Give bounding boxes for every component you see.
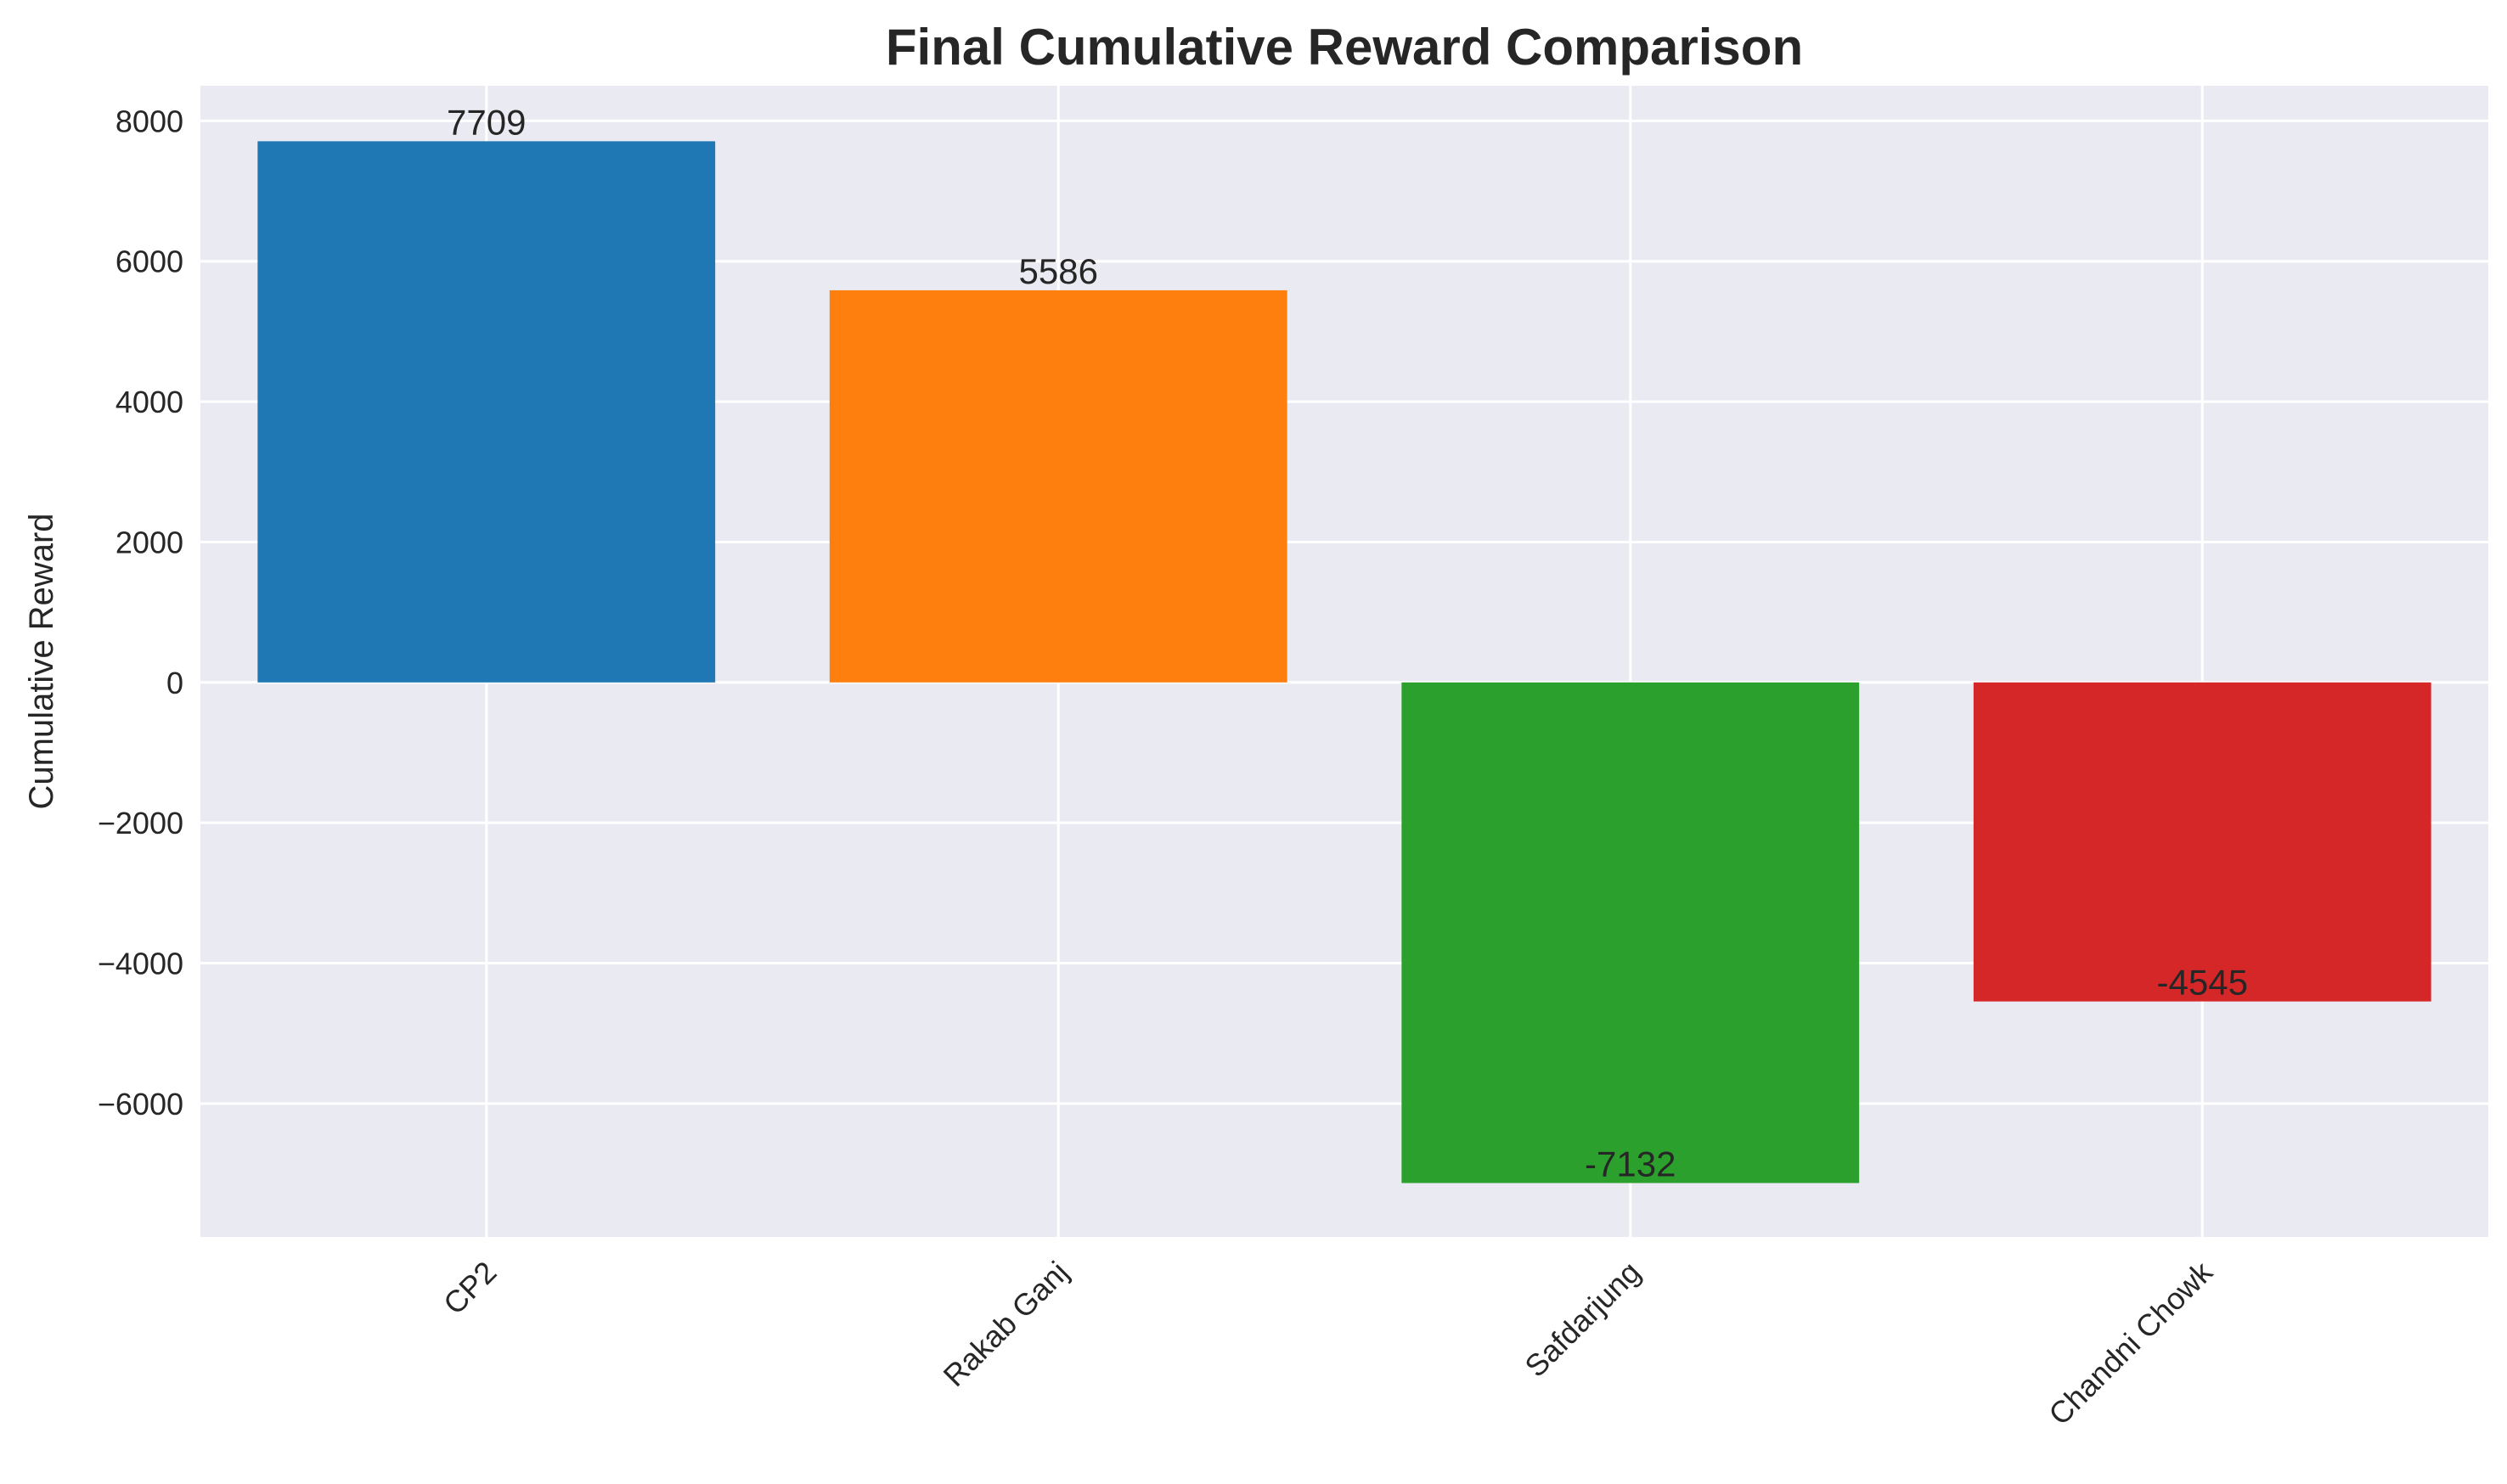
y-tick-label: −6000	[98, 1087, 183, 1121]
data-label: 5586	[1019, 251, 1098, 291]
bar-cp2	[257, 141, 716, 683]
x-tick-label: Safdarjung	[1518, 1255, 1647, 1384]
y-tick-labels: 8000 6000 4000 2000 0 −2000 −4000 −6000	[98, 104, 183, 1121]
y-tick-label: −4000	[98, 947, 183, 981]
x-tick-labels: CP2 Rakab Ganj Safdarjung Chandni Chowk	[437, 1254, 2220, 1431]
bar-chandni-chowk	[1973, 682, 2431, 1002]
bar-safdarjung	[1401, 682, 1860, 1183]
x-tick-label: Chandni Chowk	[2042, 1254, 2219, 1431]
data-label: -4545	[2157, 963, 2248, 1003]
bar-rakab-ganj	[829, 289, 1287, 683]
y-tick-label: 2000	[115, 525, 183, 559]
data-labels: 7709 5586 -7132 -4545	[447, 102, 2248, 1183]
data-label: 7709	[447, 102, 526, 142]
y-tick-label: 8000	[115, 104, 183, 138]
y-tick-label: 6000	[115, 245, 183, 279]
y-tick-label: −2000	[98, 806, 183, 840]
x-tick-label: CP2	[437, 1255, 504, 1322]
y-axis-label: Cumulative Reward	[23, 513, 60, 809]
data-label: -7132	[1585, 1144, 1676, 1183]
bars	[257, 141, 2431, 1183]
chart-title: Final Cumulative Reward Comparison	[886, 19, 1803, 76]
y-tick-label: 4000	[115, 385, 183, 419]
x-tick-label: Rakab Ganj	[936, 1255, 1074, 1393]
y-tick-label: 0	[166, 666, 183, 700]
